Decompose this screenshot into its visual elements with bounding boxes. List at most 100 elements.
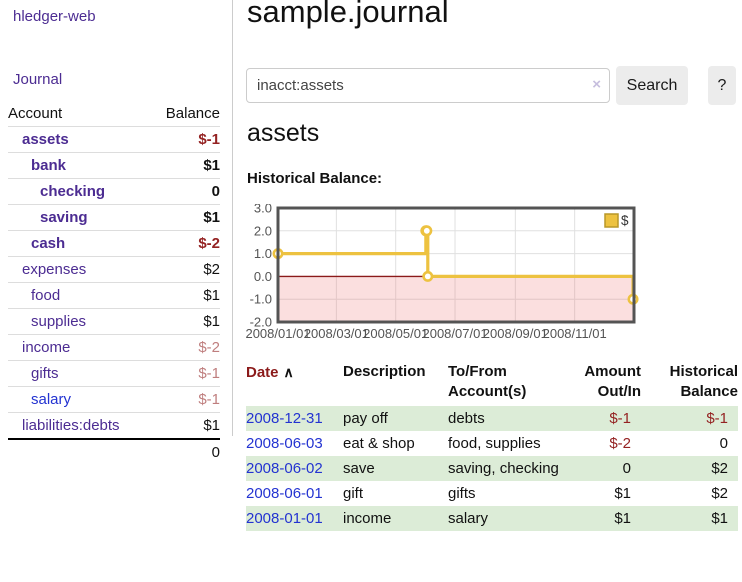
account-link[interactable]: gifts [31, 365, 59, 382]
account-row: income $-2 [8, 334, 220, 361]
register-date-link[interactable]: 2008-06-02 [246, 460, 323, 477]
account-link[interactable]: supplies [31, 313, 87, 330]
chart-title: Historical Balance: [247, 170, 383, 187]
register-description: save [343, 460, 375, 477]
clear-search-icon[interactable]: × [592, 76, 601, 93]
account-row: liabilities:debts $1 [8, 412, 220, 440]
register-date-link[interactable]: 2008-12-31 [246, 410, 323, 427]
x-tick-label: 2008/09/01 [483, 326, 548, 341]
negative-region [278, 276, 634, 322]
sidebar-total-balance: 0 [150, 438, 220, 465]
account-row: salary $-1 [8, 386, 220, 413]
x-tick-label: 2008/05/01 [363, 326, 428, 341]
register-description: gift [343, 485, 364, 502]
account-balance: $1 [150, 412, 220, 440]
y-tick-label: 1.0 [254, 246, 272, 261]
search-form: × Search ? [246, 66, 738, 106]
historical-balance-chart[interactable]: $3.0 2.0 1.0 0.0 -1.0 -2.0 2008/01/01 2008/03/0… [245, 201, 642, 346]
chart-canvas[interactable]: $3.0 2.0 1.0 0.0 -1.0 -2.02008/01/012008/03/0… [245, 201, 642, 346]
sidebar-item-journal[interactable]: Journal [13, 71, 63, 88]
sidebar-total-row: 0 [8, 438, 220, 465]
account-tree-table: Account Balance assets $-1 bank $1 checking 0… [8, 101, 220, 465]
register-amount: $-1 [609, 410, 631, 427]
account-balance: $1 [150, 204, 220, 231]
x-tick-label: 2008/01/01 [246, 326, 311, 341]
account-link[interactable]: cash [31, 235, 66, 252]
search-button[interactable]: Search [616, 66, 688, 105]
register-column-header[interactable]: Date ∧ [246, 360, 343, 406]
register-accounts: debts [448, 410, 485, 427]
register-accounts: food, supplies [448, 435, 541, 452]
account-link[interactable]: food [31, 287, 61, 304]
account-link[interactable]: bank [31, 157, 67, 174]
account-row: gifts $-1 [8, 360, 220, 387]
legend-swatch [604, 213, 619, 228]
plot-border [276, 206, 636, 324]
app-title-link[interactable]: hledger-web [13, 8, 96, 25]
account-link[interactable]: assets [22, 131, 69, 148]
register-accounts: saving, checking [448, 460, 559, 477]
y-tick-label: 2.0 [254, 223, 272, 238]
sorted-column-label: Date [246, 364, 279, 381]
account-row: saving $1 [8, 204, 220, 231]
register-description: eat & shop [343, 435, 415, 452]
account-link[interactable]: salary [31, 391, 72, 408]
register-accounts: gifts [448, 485, 476, 502]
legend-label: $ [621, 213, 629, 228]
register-table: Date ∧ Description To/From Account(s) Amount… [246, 360, 738, 531]
register-date-link[interactable]: 2008-06-01 [246, 485, 323, 502]
search-input[interactable] [246, 68, 610, 103]
account-row: cash $-2 [8, 230, 220, 257]
register-row: 2008-06-02 save saving, checking 0 $2 [246, 456, 738, 481]
account-heading: assets [247, 119, 320, 147]
x-tick-label: 2008/07/01 [422, 326, 487, 341]
register-accounts: salary [448, 510, 489, 527]
search-box: × [246, 68, 610, 103]
x-tick-label: 2008/03/01 [304, 326, 369, 341]
register-amount: $-2 [609, 435, 631, 452]
account-balance: $1 [150, 152, 220, 179]
chart-point[interactable] [421, 225, 433, 237]
register-column-header: Amount Out/In [584, 363, 641, 400]
account-link[interactable]: expenses [22, 261, 87, 278]
account-link[interactable]: checking [40, 183, 106, 200]
y-tick-label: 3.0 [254, 204, 272, 216]
register-description: income [343, 510, 392, 527]
account-balance: $-2 [150, 230, 220, 257]
account-balance: $-1 [150, 360, 220, 387]
y-tick-label: -1.0 [250, 292, 272, 307]
account-row: checking 0 [8, 178, 220, 205]
register-date-link[interactable]: 2008-01-01 [246, 510, 323, 527]
account-row: supplies $1 [8, 308, 220, 335]
register-balance: $2 [711, 485, 728, 502]
chart-point[interactable] [422, 270, 434, 282]
account-row: assets $-1 [8, 126, 220, 153]
account-balance: $-1 [150, 386, 220, 413]
account-column-header: Account [8, 101, 151, 127]
account-balance: $-1 [150, 126, 220, 153]
register-date-link[interactable]: 2008-06-03 [246, 435, 323, 452]
account-balance: $1 [150, 308, 220, 335]
y-tick-label: 0.0 [254, 269, 272, 284]
account-link[interactable]: income [22, 339, 71, 356]
account-link[interactable]: saving [40, 209, 88, 226]
register-column-header: Description [343, 363, 426, 380]
account-balance: $-2 [150, 334, 220, 361]
register-row: 2008-06-03 eat & shop food, supplies $-2 0 [246, 431, 738, 456]
register-balance: $1 [711, 510, 728, 527]
register-row: 2008-06-01 gift gifts $1 $2 [246, 481, 738, 506]
register-description: pay off [343, 410, 388, 427]
account-balance: $2 [150, 256, 220, 283]
account-balance: $1 [150, 282, 220, 309]
register-amount: 0 [622, 460, 631, 477]
register-row: 2008-01-01 income salary $1 $1 [246, 506, 738, 531]
account-row: expenses $2 [8, 256, 220, 283]
account-row: food $1 [8, 282, 220, 309]
register-balance: $-1 [706, 410, 728, 427]
balance-column-header: Balance [150, 101, 220, 127]
register-balance: 0 [719, 435, 728, 452]
sort-ascending-icon: ∧ [283, 364, 294, 380]
account-link[interactable]: liabilities:debts [22, 417, 120, 434]
page-title: sample.journal [247, 0, 449, 29]
help-button[interactable]: ? [708, 66, 736, 105]
